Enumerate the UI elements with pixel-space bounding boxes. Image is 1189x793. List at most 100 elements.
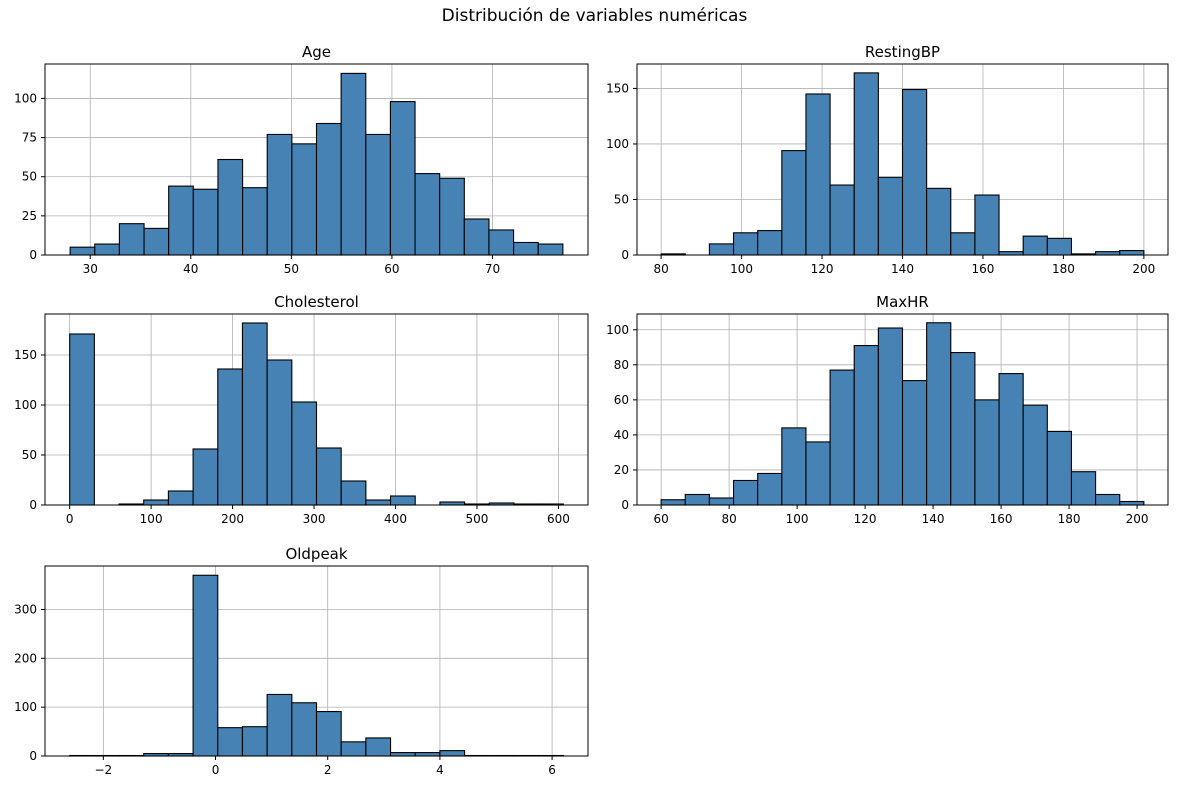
x-tick-label: 100: [140, 512, 163, 526]
histogram-bar: [193, 449, 218, 505]
y-tick-label: 0: [621, 498, 629, 512]
histogram-bar: [489, 230, 514, 255]
x-tick-label: 160: [990, 512, 1013, 526]
y-tick-label: 300: [14, 602, 37, 616]
histogram-bar: [903, 381, 927, 505]
histogram-bar: [391, 496, 416, 505]
x-tick-label: 4: [436, 763, 444, 777]
y-tick-label: 100: [14, 398, 37, 412]
histogram-bar: [806, 442, 830, 505]
y-tick-label: 200: [14, 651, 37, 665]
histogram-bar: [903, 90, 927, 255]
histogram-bar: [464, 219, 489, 255]
x-tick-label: 140: [922, 512, 945, 526]
x-tick-label: −2: [94, 763, 112, 777]
histogram-bar: [661, 500, 685, 505]
y-tick-label: 75: [22, 131, 37, 145]
histogram-bar: [218, 728, 243, 756]
histogram-bar: [341, 481, 366, 505]
y-tick-label: 150: [14, 348, 37, 362]
histogram-bar: [975, 195, 999, 255]
x-tick-label: 140: [891, 262, 914, 276]
histogram-bar: [144, 228, 169, 255]
histogram-bar: [168, 491, 193, 505]
histogram-bar: [685, 494, 709, 505]
figure-suptitle: Distribución de variables numéricas: [0, 6, 1189, 26]
histogram-bar: [538, 244, 563, 255]
y-tick-label: 100: [606, 137, 629, 151]
histogram-bar: [317, 448, 342, 505]
y-tick-label: 0: [29, 248, 37, 262]
histogram-bar: [878, 328, 902, 505]
y-tick-label: 80: [614, 358, 629, 372]
y-tick-label: 20: [614, 463, 629, 477]
x-tick-label: 400: [384, 512, 407, 526]
histogram-bar: [975, 400, 999, 505]
x-tick-label: 50: [284, 262, 299, 276]
x-tick-label: 2: [324, 763, 332, 777]
subplot-title: RestingBP: [865, 43, 940, 61]
x-tick-label: 180: [1058, 512, 1081, 526]
x-tick-label: 0: [66, 512, 74, 526]
x-tick-label: 200: [1132, 262, 1155, 276]
histogram-bar: [267, 360, 292, 505]
histogram-bar: [218, 369, 243, 505]
histogram-bar: [734, 480, 758, 505]
histogram-bar: [119, 224, 144, 255]
histogram-bar: [218, 160, 243, 256]
histogram-bar: [243, 188, 268, 255]
x-tick-label: 180: [1052, 262, 1075, 276]
x-tick-label: 500: [466, 512, 489, 526]
x-tick-label: 600: [547, 512, 570, 526]
y-tick-label: 0: [29, 749, 37, 763]
subplot-title: Cholesterol: [274, 293, 359, 311]
x-tick-label: 200: [221, 512, 244, 526]
histogram-bar: [1071, 472, 1095, 505]
x-tick-label: 6: [548, 763, 556, 777]
histogram-bar: [854, 73, 878, 255]
histogram-bar: [709, 498, 733, 505]
histogram-bar: [927, 188, 951, 255]
histogram-bar: [806, 94, 830, 255]
histogram-bar: [830, 370, 854, 505]
histogram-bar: [951, 233, 975, 255]
histogram-bar: [242, 323, 267, 505]
histogram-bar: [1047, 431, 1071, 505]
x-tick-label: 40: [183, 262, 198, 276]
histogram-bar: [709, 244, 733, 255]
y-tick-label: 0: [29, 498, 37, 512]
histogram-bar: [193, 189, 218, 255]
histogram-bar: [758, 231, 782, 255]
histogram-bar: [366, 738, 391, 756]
histogram-bar: [415, 753, 440, 756]
histogram-bar: [70, 334, 95, 505]
histogram-bar: [951, 353, 975, 505]
histogram-bar: [267, 694, 292, 756]
histogram-bar: [1120, 501, 1144, 505]
y-tick-label: 25: [22, 209, 37, 223]
histogram-bar: [292, 144, 317, 255]
histogram-bar: [317, 712, 342, 756]
histogram-bar: [292, 402, 317, 505]
histogram-bar: [341, 742, 366, 756]
x-tick-label: 80: [721, 512, 736, 526]
y-tick-label: 40: [614, 428, 629, 442]
y-tick-label: 50: [614, 192, 629, 206]
histogram-bar: [782, 428, 806, 505]
histogram-bar: [999, 374, 1023, 505]
histogram-bar: [366, 500, 391, 505]
x-tick-label: 200: [1126, 512, 1149, 526]
histogram-bar: [415, 174, 440, 255]
histogram-bar: [391, 753, 416, 756]
histogram-bar: [70, 247, 95, 255]
x-tick-label: 80: [653, 262, 668, 276]
histogram-bar: [854, 346, 878, 505]
x-tick-label: 0: [212, 763, 220, 777]
x-tick-label: 100: [786, 512, 809, 526]
x-tick-label: 100: [730, 262, 753, 276]
histogram-bar: [440, 178, 465, 255]
